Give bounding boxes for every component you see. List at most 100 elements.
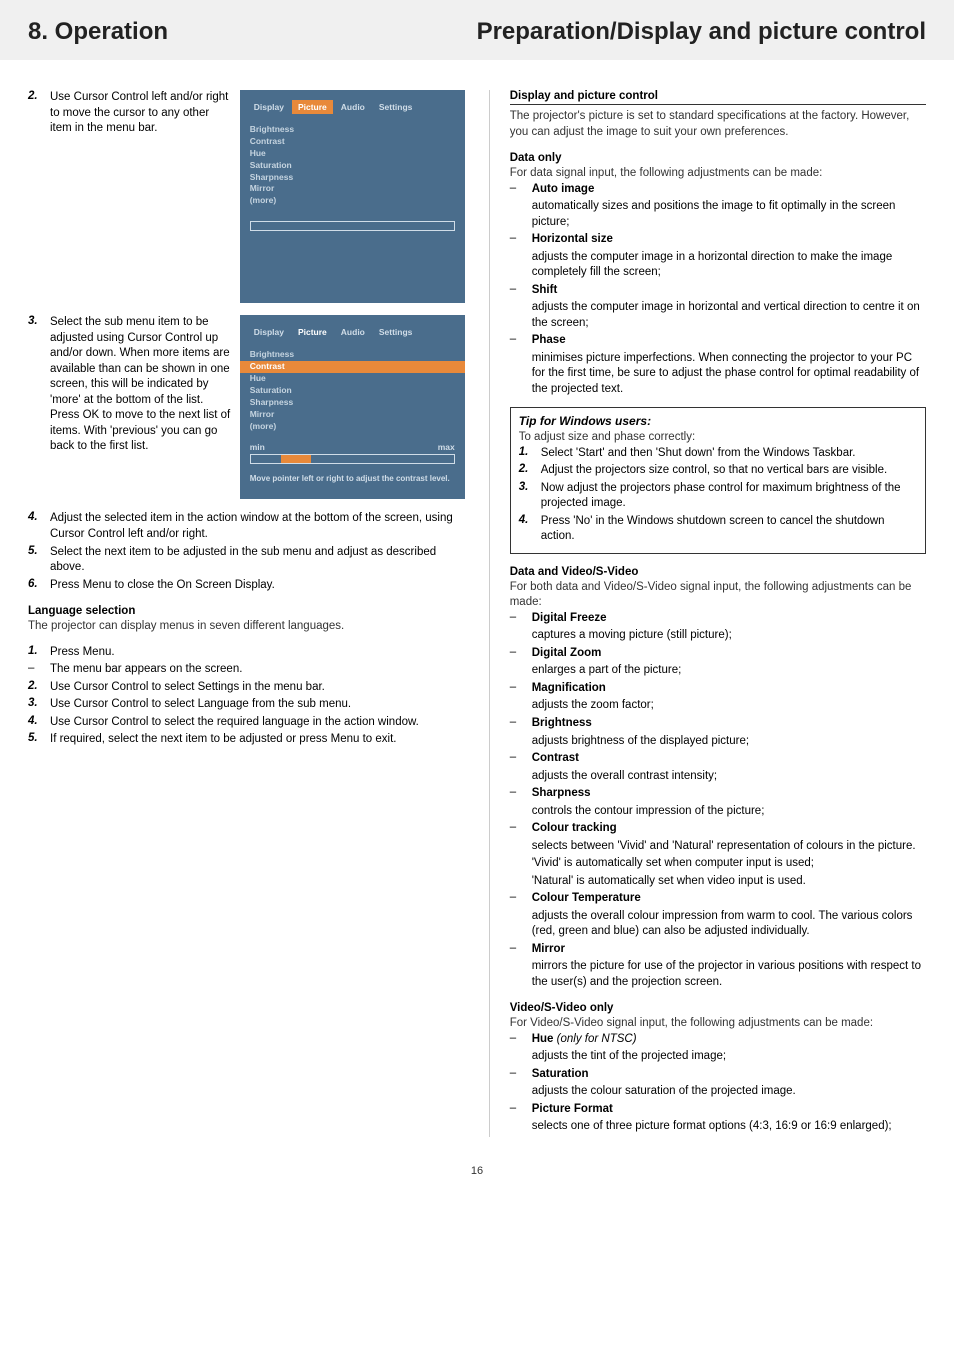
tip-num-3: 3. <box>519 481 541 512</box>
lang-num-2: 2. <box>28 680 50 696</box>
left-column: 2. Use Cursor Control left and/or right … <box>28 90 465 1137</box>
tip-1: Select 'Start' and then 'Shut down' from… <box>541 446 917 462</box>
right-column: Display and picture control The projecto… <box>489 90 926 1137</box>
osd2-item: Saturation <box>250 385 455 397</box>
language-intro: The projector can display menus in seven… <box>28 619 465 635</box>
osd2-min: min <box>250 442 265 452</box>
step-num-3: 3. <box>28 315 50 455</box>
osd2-slider-fill <box>281 455 311 463</box>
osd2-slider-labels: min max <box>240 438 465 454</box>
dash: – <box>510 611 532 627</box>
lang-step-1: 1. Press Menu. <box>28 645 465 661</box>
lang-1-body: Press Menu. <box>50 645 465 661</box>
tip-intro: To adjust size and phase correctly: <box>519 430 917 446</box>
shift-desc: adjusts the computer image in horizontal… <box>510 300 926 331</box>
step-2-text: 2. Use Cursor Control left and/or right … <box>28 90 232 139</box>
osd1-item: Contrast <box>250 136 455 148</box>
dash: – <box>510 681 532 697</box>
osd1-tab-settings: Settings <box>373 100 419 114</box>
osd2-item: Sharpness <box>250 397 455 409</box>
hsize-title: Horizontal size <box>532 232 926 248</box>
content: 2. Use Cursor Control left and/or right … <box>0 60 954 1157</box>
osd2-item: (more) <box>250 421 455 433</box>
step-4-body: Adjust the selected item in the action w… <box>50 511 465 542</box>
osd1-item: Mirror <box>250 183 455 195</box>
ctrack-d1: selects between 'Vivid' and 'Natural' re… <box>510 839 926 855</box>
osd2-item-highlighted: Contrast <box>240 361 465 373</box>
osd1-tab-picture: Picture <box>292 100 333 114</box>
step-num-4: 4. <box>28 511 50 542</box>
header-right: Preparation/Display and picture control <box>477 18 926 46</box>
osd1-tabs: Display Picture Audio Settings <box>240 90 465 122</box>
dash: – <box>510 786 532 802</box>
pfmt-d: selects one of three picture format opti… <box>510 1119 926 1135</box>
step-5-body: Select the next item to be adjusted in t… <box>50 545 465 576</box>
tip-title: Tip for Windows users: <box>519 414 917 428</box>
osd2-max: max <box>438 442 455 452</box>
con-d: adjusts the overall contrast intensity; <box>510 769 926 785</box>
lang-4-body: Use Cursor Control to select the require… <box>50 715 465 731</box>
shift-title: Shift <box>532 283 926 299</box>
osd1-item: Sharpness <box>250 172 455 184</box>
lang-3-body: Use Cursor Control to select Language fr… <box>50 697 465 713</box>
dash: – <box>510 942 532 958</box>
ctrack-d2: 'Vivid' is automatically set when comput… <box>510 856 926 872</box>
dash: – <box>510 716 532 732</box>
step-5: 5. Select the next item to be adjusted i… <box>28 545 465 576</box>
step-3-text: 3. Select the sub menu item to be adjust… <box>28 315 232 457</box>
lang-step-1-note: – The menu bar appears on the screen. <box>28 662 465 678</box>
display-picture-head: Display and picture control <box>510 90 926 102</box>
osd2-item: Mirror <box>250 409 455 421</box>
freeze-t: Digital Freeze <box>532 611 926 627</box>
phase-title: Phase <box>532 333 926 349</box>
page-number: 16 <box>0 1157 954 1197</box>
lang-1-note: The menu bar appears on the screen. <box>50 662 465 678</box>
lang-2-body: Use Cursor Control to select Settings in… <box>50 680 465 696</box>
osd2-tabs: Display Picture Audio Settings <box>240 315 465 347</box>
hue-note: (only for NTSC) <box>557 1033 637 1045</box>
vsv-head: Video/S-Video only <box>510 1002 926 1014</box>
auto-image-title: Auto image <box>532 182 926 198</box>
dash: – <box>510 751 532 767</box>
osd2-slider <box>250 454 455 464</box>
zoom-d: enlarges a part of the picture; <box>510 663 926 679</box>
con-t: Contrast <box>532 751 926 767</box>
step-6-body: Press Menu to close the On Screen Displa… <box>50 578 465 594</box>
display-picture-intro: The projector's picture is set to standa… <box>510 109 926 140</box>
osd2-tab-picture: Picture <box>292 325 333 339</box>
osd2-item: Brightness <box>250 349 455 361</box>
dv-head: Data and Video/S-Video <box>510 566 926 578</box>
bri-d: adjusts brightness of the displayed pict… <box>510 734 926 750</box>
mirror-t: Mirror <box>532 942 926 958</box>
osd1-action-window <box>250 221 455 231</box>
step-4: 4. Adjust the selected item in the actio… <box>28 511 465 542</box>
hue-t: Hue <box>532 1033 554 1045</box>
osd2-item: Hue <box>250 373 455 385</box>
tip-box: Tip for Windows users: To adjust size an… <box>510 407 926 554</box>
lang-step-4: 4. Use Cursor Control to select the requ… <box>28 715 465 731</box>
lang-num-1: 1. <box>28 645 50 661</box>
step-2-body: Use Cursor Control left and/or right to … <box>50 90 232 137</box>
osd1-item: Hue <box>250 148 455 160</box>
sat-d: adjusts the colour saturation of the pro… <box>510 1084 926 1100</box>
osd-menu-2: Display Picture Audio Settings Brightnes… <box>240 315 465 499</box>
zoom-t: Digital Zoom <box>532 646 926 662</box>
osd1-item: Saturation <box>250 160 455 172</box>
step-num-6: 6. <box>28 578 50 594</box>
sharp-t: Sharpness <box>532 786 926 802</box>
dash: – <box>28 662 50 678</box>
ctrack-d3: 'Natural' is automatically set when vide… <box>510 874 926 890</box>
dash: – <box>510 1032 532 1048</box>
hue-line: Hue (only for NTSC) <box>532 1032 926 1048</box>
step-3-body: Select the sub menu item to be adjusted … <box>50 315 232 455</box>
data-only-intro: For data signal input, the following adj… <box>510 166 926 182</box>
step-3-row: 3. Select the sub menu item to be adjust… <box>28 315 465 499</box>
hue-d: adjusts the tint of the projected image; <box>510 1049 926 1065</box>
tip-2: Adjust the projectors size control, so t… <box>541 463 917 479</box>
dash: – <box>510 646 532 662</box>
page-header: 8. Operation Preparation/Display and pic… <box>0 0 954 60</box>
vsv-intro: For Video/S-Video signal input, the foll… <box>510 1016 926 1032</box>
sharp-d: controls the contour impression of the p… <box>510 804 926 820</box>
osd1-item: (more) <box>250 195 455 207</box>
dash: – <box>510 1102 532 1118</box>
